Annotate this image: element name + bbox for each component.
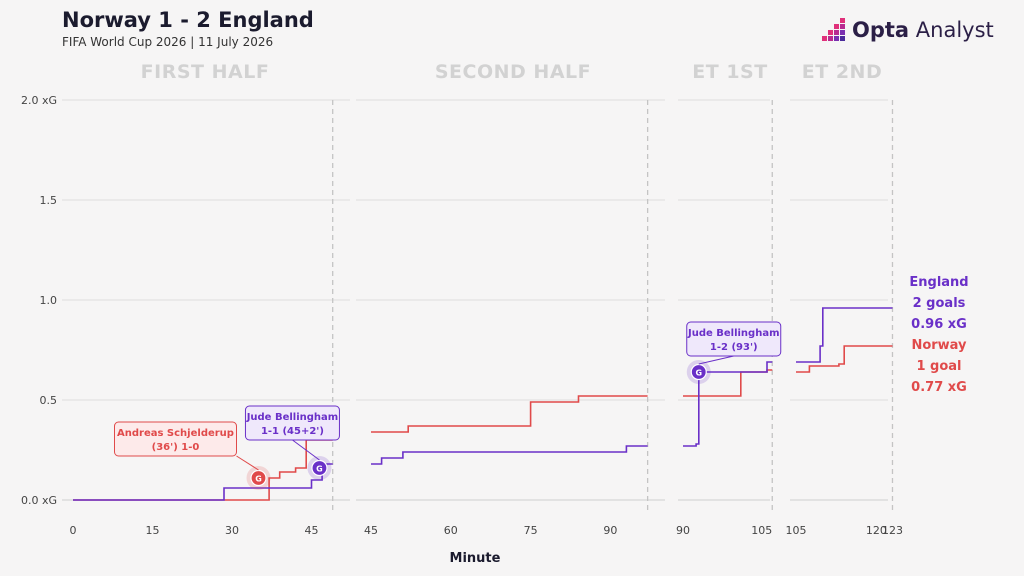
x-tick-label: 45: [305, 524, 319, 537]
series-line-england: [683, 361, 773, 447]
goal-detail-label: 1-1 (45+2'): [261, 426, 324, 437]
x-tick-label: 120: [866, 524, 887, 537]
norway-xg: 0.77 xG: [911, 380, 967, 395]
goal-marker: [690, 363, 707, 381]
totals-legend: England 2 goals 0.96 xG Norway 1 goal 0.…: [896, 272, 982, 398]
opta-analyst-logo: Opta Analyst: [818, 16, 994, 50]
x-tick-label: 105: [786, 524, 807, 537]
goal-scorer-label: Andreas Schjelderup: [117, 428, 234, 439]
y-tick-label: 0.0 xG: [21, 494, 57, 507]
goal-marker: [311, 459, 328, 477]
y-tick-label: 1.0: [40, 294, 58, 307]
goal-callout-line: [292, 439, 320, 461]
goal-marker-letter: G: [255, 475, 262, 484]
chart-title: Norway 1 - 2 England: [62, 8, 314, 32]
brand-bold: Opta: [852, 18, 910, 42]
y-tick-label: 2.0 xG: [21, 94, 57, 107]
opta-logo-icon: [822, 18, 845, 41]
goal-annotation-box: [244, 405, 340, 441]
goal-callout-line: [698, 355, 734, 365]
x-tick-label: 30: [225, 524, 239, 537]
norway-goals: 1 goal: [916, 359, 962, 374]
x-tick-label: 0: [70, 524, 77, 537]
norway-team: Norway: [911, 338, 967, 353]
y-tick-label: 1.5: [40, 194, 58, 207]
x-tick-label: 60: [444, 524, 458, 537]
x-tick-label: 90: [603, 524, 617, 537]
goal-callout-line: [236, 455, 259, 471]
grid-layer: FIRST HALF 0 15 30 45 SECOND HALF 45 60 75 90 ET 1…: [62, 61, 903, 537]
panel-label: SECOND HALF: [435, 61, 591, 83]
goal-scorer-label: Jude Bellingham: [687, 328, 780, 339]
x-axis-label: Minute: [450, 551, 501, 566]
x-tick-label: 90: [676, 524, 690, 537]
goal-detail-label: 1-2 (93'): [710, 342, 758, 353]
series-line-england: [73, 463, 333, 501]
series-line-norway: [371, 395, 648, 433]
x-tick-label: 75: [524, 524, 538, 537]
y-tick-label: 0.5: [40, 394, 58, 407]
chart-subtitle: FIFA World Cup 2026 | 11 July 2026: [62, 35, 274, 49]
england-xg: 0.96 xG: [911, 317, 967, 332]
brand-light: Analyst: [915, 18, 994, 42]
goal-marker-letter: G: [695, 369, 702, 378]
series-line-norway: [796, 345, 893, 373]
x-tick-label: 45: [364, 524, 378, 537]
england-goals: 2 goals: [912, 296, 966, 311]
panel-label: ET 1ST: [692, 61, 767, 83]
panel-label: FIRST HALF: [141, 61, 270, 83]
panel-label: ET 2ND: [802, 61, 882, 83]
goal-marker-letter: G: [316, 465, 323, 474]
goal-marker: [250, 469, 267, 487]
series-line-england: [371, 445, 648, 465]
y-axis-labels: 0.0 xG 0.5 1.0 1.5 2.0 xG: [21, 94, 57, 507]
x-tick-label: 123: [882, 524, 903, 537]
goal-annotation-box: [686, 321, 782, 357]
goal-scorer-label: Jude Bellingham: [246, 412, 339, 423]
goal-layer: G Andreas Schjelderup (36') 1-0 G Jude Belli…: [114, 321, 782, 490]
series-line-england: [796, 307, 893, 363]
goal-detail-label: (36') 1-0: [152, 442, 200, 453]
goal-annotation-box: [114, 421, 237, 457]
x-tick-label: 105: [751, 524, 772, 537]
england-team: England: [909, 275, 969, 290]
x-tick-label: 15: [146, 524, 160, 537]
